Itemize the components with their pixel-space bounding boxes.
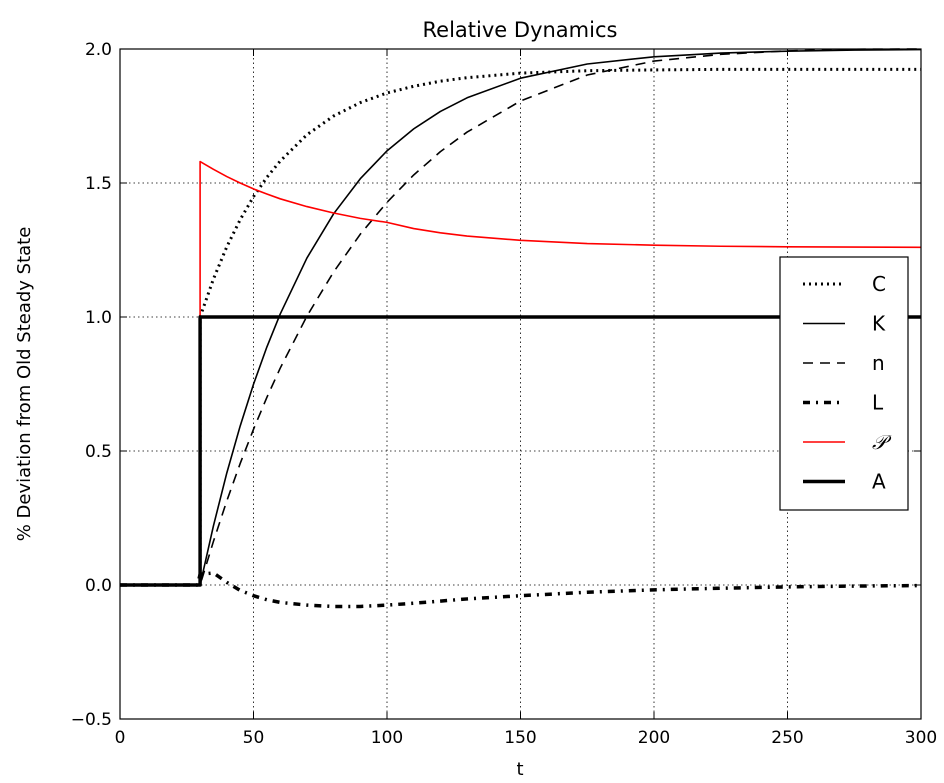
legend-label-C: C	[872, 272, 886, 296]
y-tick-label: 1.0	[85, 308, 112, 328]
x-tick-label: 50	[243, 728, 265, 748]
legend-label-A: A	[872, 470, 886, 494]
series-layer	[120, 48, 922, 609]
ticks: 0 50 100 150 200 250 300 −0.5 0.0 0.5 1.0 1.5 2.0	[71, 40, 938, 748]
y-tick-label: 0.0	[85, 576, 112, 596]
legend-label-K: K	[872, 312, 886, 336]
y-tick-label: −0.5	[71, 710, 112, 730]
x-tick-label: 100	[371, 728, 403, 748]
series-line-n	[120, 48, 922, 586]
legend-label-n: n	[872, 351, 885, 375]
y-tick-label: 0.5	[85, 442, 112, 462]
y-tick-label: 2.0	[85, 40, 112, 60]
y-axis-title: % Deviation from Old Steady State	[14, 227, 35, 542]
y-tick-label: 1.5	[85, 174, 112, 194]
legend-label-L: L	[872, 391, 884, 415]
chart-title: Relative Dynamics	[423, 18, 618, 42]
x-tick-label: 250	[771, 728, 803, 748]
x-axis-title: t	[516, 759, 523, 780]
x-tick-label: 0	[115, 728, 126, 748]
x-tick-label: 150	[504, 728, 536, 748]
series-line-A	[120, 315, 921, 587]
legend-box	[779, 256, 909, 511]
x-tick-label: 300	[905, 728, 937, 748]
x-tick-label: 200	[638, 728, 670, 748]
